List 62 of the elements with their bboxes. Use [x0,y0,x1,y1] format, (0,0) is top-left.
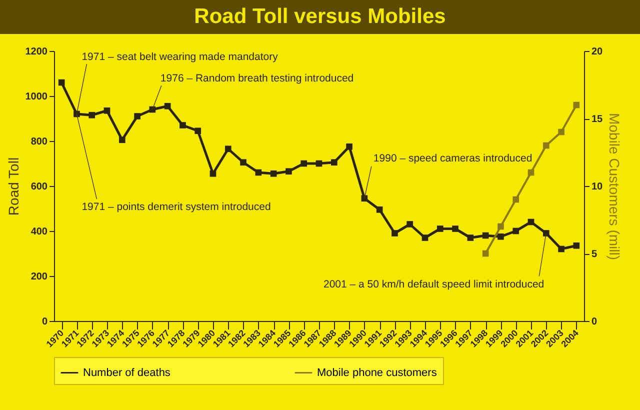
point [376,206,383,213]
y-axis-title: Road Toll [5,157,22,216]
point [542,142,550,149]
point [512,228,520,234]
chart-title: Road Toll versus Mobiles [0,0,640,34]
point [542,230,550,236]
y-tick-label: 1000 [25,92,48,102]
point [392,230,398,236]
point [422,234,428,241]
point [498,233,504,240]
point [330,159,338,166]
point [118,136,126,144]
annotation: 1976 – Random breath testing introduced [160,72,354,84]
annotation: 1971 – seat belt wearing made mandatory [82,51,279,63]
y2-tick-label: 15 [592,114,604,125]
y-tick-label: 600 [30,182,48,192]
y-tick-label: 0 [42,316,48,328]
point [467,234,474,241]
point [134,113,140,120]
legend-label: Number of deaths [83,366,171,379]
y2-tick-label: 0 [592,316,598,328]
y-tick-label: 200 [30,272,48,282]
annotation: 1971 – points demerit system introduced [82,201,271,213]
point [558,246,564,252]
point [255,169,262,176]
y2-axis-title: Mobile Customers (mill) [606,112,623,260]
point [482,232,489,239]
point [573,102,580,108]
point [104,107,110,114]
point [300,160,308,167]
point [482,250,489,257]
point [452,226,458,232]
point [240,159,246,166]
y-tick-label: 1200 [25,46,48,58]
point [164,102,171,110]
point [316,160,322,167]
point [512,196,520,203]
point [346,143,352,150]
annotation: 2001 – a 50 km/h default speed limit introduced [324,278,544,290]
point [210,170,216,177]
point [224,146,232,152]
point [528,218,534,226]
point [528,169,534,176]
point [558,128,564,136]
y-tick-label: 400 [30,226,48,238]
point [180,122,186,128]
point [406,221,414,228]
point [194,128,202,134]
point [286,168,292,175]
y2-tick-label: 5 [592,249,598,260]
legend-label: Mobile phone customers [317,366,438,379]
y-tick-label: 800 [30,136,48,148]
point [270,170,277,177]
y2-tick-label: 10 [592,182,604,192]
y2-tick-label: 20 [592,46,604,58]
point [498,223,504,230]
point [58,79,65,86]
point [361,195,368,202]
point [573,242,580,249]
annotation: 1990 – speed cameras introduced [373,152,532,164]
point [436,226,444,232]
point [88,112,96,118]
